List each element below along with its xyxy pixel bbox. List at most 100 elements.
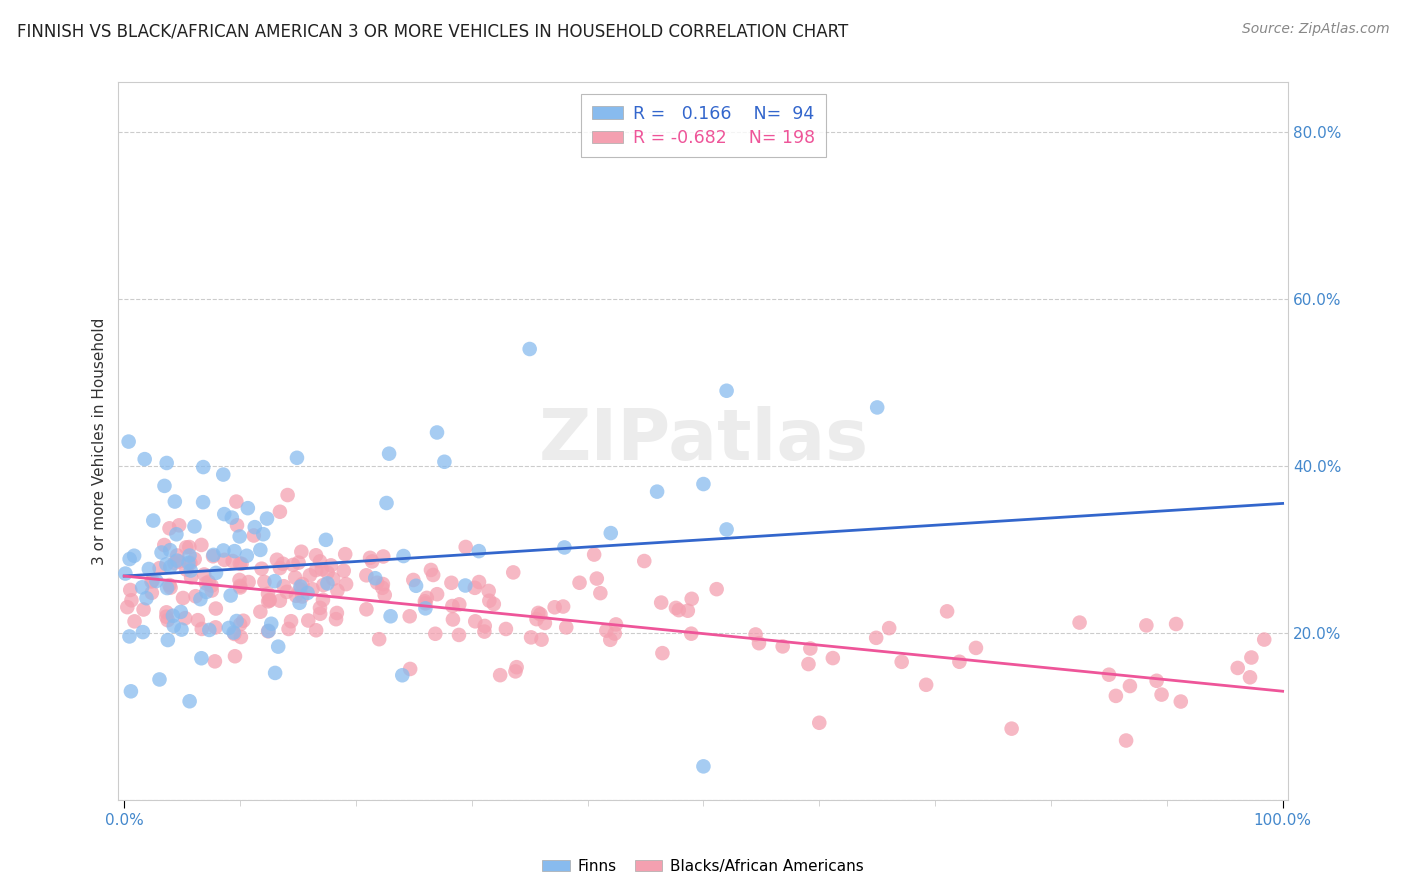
Point (180, 564, 202, 578)
Point (474, 619, 496, 633)
Point (117, 600, 139, 615)
Point (305, 624, 328, 638)
Point (204, 654, 226, 668)
Point (214, 553, 236, 567)
Point (426, 587, 449, 601)
Point (141, 586, 163, 600)
Point (273, 579, 295, 593)
Point (257, 587, 280, 601)
Point (415, 596, 437, 610)
Text: Source: ZipAtlas.com: Source: ZipAtlas.com (1241, 22, 1389, 37)
Point (190, 592, 212, 607)
Point (167, 554, 190, 568)
Point (229, 581, 252, 595)
Point (1253, 632, 1275, 647)
Point (118, 552, 141, 566)
Point (399, 662, 422, 676)
Point (374, 588, 396, 602)
Point (290, 580, 312, 594)
Point (290, 545, 312, 559)
Text: ZIPatlas: ZIPatlas (538, 407, 869, 475)
Point (232, 614, 254, 628)
Point (378, 447, 401, 461)
Point (205, 566, 228, 580)
Point (204, 620, 226, 634)
Point (238, 575, 260, 590)
Point (433, 455, 456, 469)
Point (368, 632, 391, 647)
Point (264, 665, 287, 680)
Point (266, 553, 288, 567)
Point (1069, 615, 1091, 630)
Point (229, 557, 252, 571)
Point (526, 612, 548, 626)
Point (201, 583, 224, 598)
Point (665, 601, 688, 615)
Point (311, 562, 333, 576)
Point (335, 577, 357, 591)
Point (120, 684, 142, 698)
Point (965, 640, 987, 655)
Point (228, 573, 250, 587)
Point (288, 596, 311, 610)
Point (183, 552, 205, 566)
Point (948, 655, 970, 669)
Point (163, 494, 186, 508)
Point (159, 543, 181, 558)
Point (179, 694, 201, 708)
Point (1170, 694, 1192, 708)
Point (184, 589, 207, 603)
Point (257, 594, 280, 608)
Point (373, 549, 395, 564)
Point (132, 625, 155, 640)
Point (269, 593, 291, 607)
Point (284, 571, 307, 585)
Point (231, 557, 253, 571)
Point (799, 641, 821, 656)
Point (326, 583, 349, 598)
Point (132, 602, 155, 616)
Point (744, 627, 766, 641)
Point (187, 613, 209, 627)
Point (1146, 673, 1168, 688)
Point (589, 586, 612, 600)
Point (371, 577, 394, 591)
Point (297, 614, 319, 628)
Point (190, 538, 212, 552)
Point (285, 589, 308, 603)
Point (194, 576, 217, 591)
Point (291, 577, 314, 591)
Point (319, 558, 342, 573)
Point (256, 511, 278, 525)
Point (145, 574, 167, 588)
Point (454, 540, 477, 554)
Point (281, 558, 304, 572)
Point (249, 605, 271, 619)
Point (162, 608, 184, 623)
Point (277, 488, 299, 502)
Point (361, 554, 384, 568)
Point (877, 621, 900, 635)
Point (866, 401, 889, 415)
Point (259, 593, 281, 607)
Point (163, 556, 186, 570)
Point (201, 579, 224, 593)
Point (195, 585, 218, 599)
Point (205, 601, 228, 615)
Point (177, 556, 200, 570)
Point (156, 633, 179, 648)
Point (263, 574, 285, 589)
Point (288, 582, 311, 597)
Point (371, 581, 394, 595)
Point (117, 434, 139, 449)
Point (170, 605, 193, 619)
Point (250, 562, 273, 576)
Point (364, 571, 387, 585)
Point (468, 544, 491, 558)
Point (135, 591, 157, 606)
Point (1135, 618, 1157, 632)
Point (1239, 670, 1261, 684)
Point (650, 596, 672, 610)
Point (260, 616, 283, 631)
Point (156, 456, 179, 470)
